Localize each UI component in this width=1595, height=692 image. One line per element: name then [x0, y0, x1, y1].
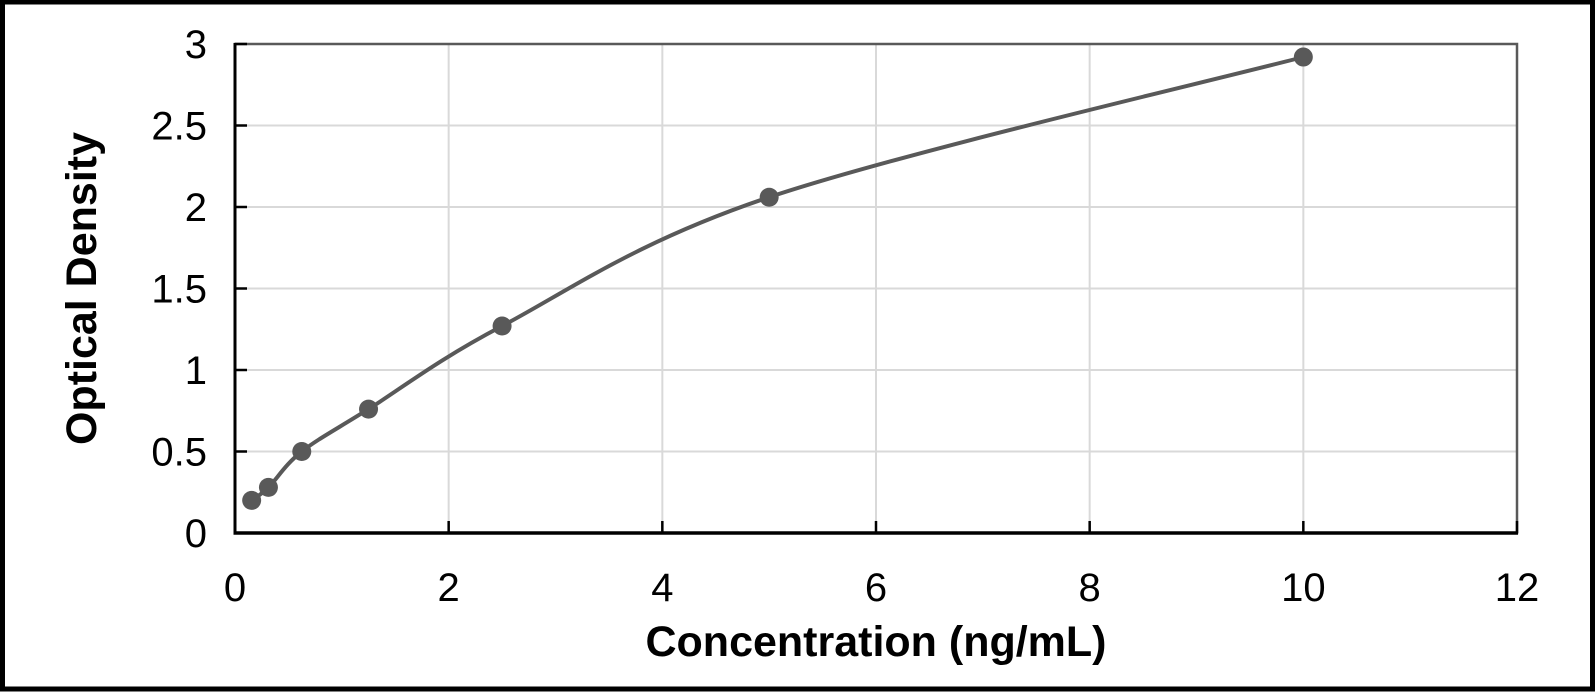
x-tick-label: 0 — [224, 566, 246, 610]
y-tick-label: 2 — [185, 186, 207, 230]
data-point-marker — [759, 187, 779, 207]
x-tick-label: 6 — [865, 566, 887, 610]
x-axis-title: Concentration (ng/mL) — [645, 618, 1106, 666]
data-point-marker — [292, 442, 312, 461]
x-tick-label: 8 — [1079, 566, 1101, 610]
data-point-marker — [258, 477, 278, 497]
data-point-marker — [492, 316, 512, 336]
y-tick-label: 0.5 — [151, 431, 207, 475]
y-axis-title: Optical Density — [58, 132, 106, 445]
x-tick-label: 4 — [651, 566, 673, 610]
data-point-marker — [242, 490, 262, 510]
data-point-marker — [359, 399, 379, 419]
y-tick-label: 1.5 — [151, 268, 207, 312]
x-tick-label: 2 — [438, 566, 460, 610]
x-tick-label: 10 — [1281, 566, 1326, 610]
curve-line — [249, 55, 1306, 503]
x-tick-label: 12 — [1495, 566, 1540, 610]
y-tick-label: 0 — [185, 512, 207, 556]
y-tick-label: 2.5 — [151, 105, 207, 149]
data-point-marker — [1293, 47, 1313, 67]
y-tick-label: 1 — [185, 349, 207, 393]
y-tick-label: 3 — [185, 23, 207, 67]
